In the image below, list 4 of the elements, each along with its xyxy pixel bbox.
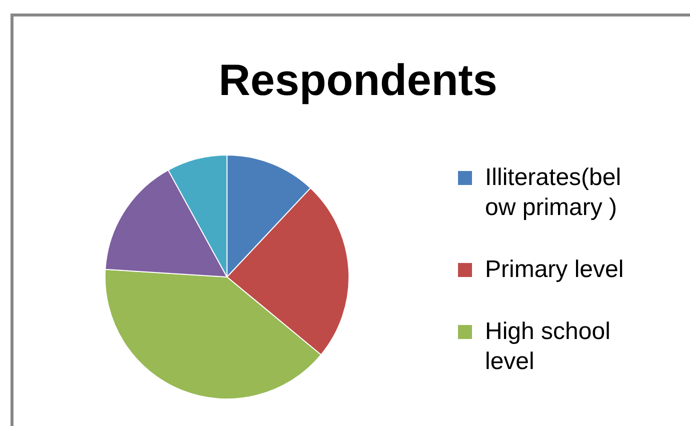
legend-label: High school level	[485, 318, 610, 375]
legend-label: Primary level	[485, 256, 624, 283]
chart-title: Respondents	[218, 56, 498, 105]
legend-label: Illiterates(below primary )	[485, 164, 622, 221]
